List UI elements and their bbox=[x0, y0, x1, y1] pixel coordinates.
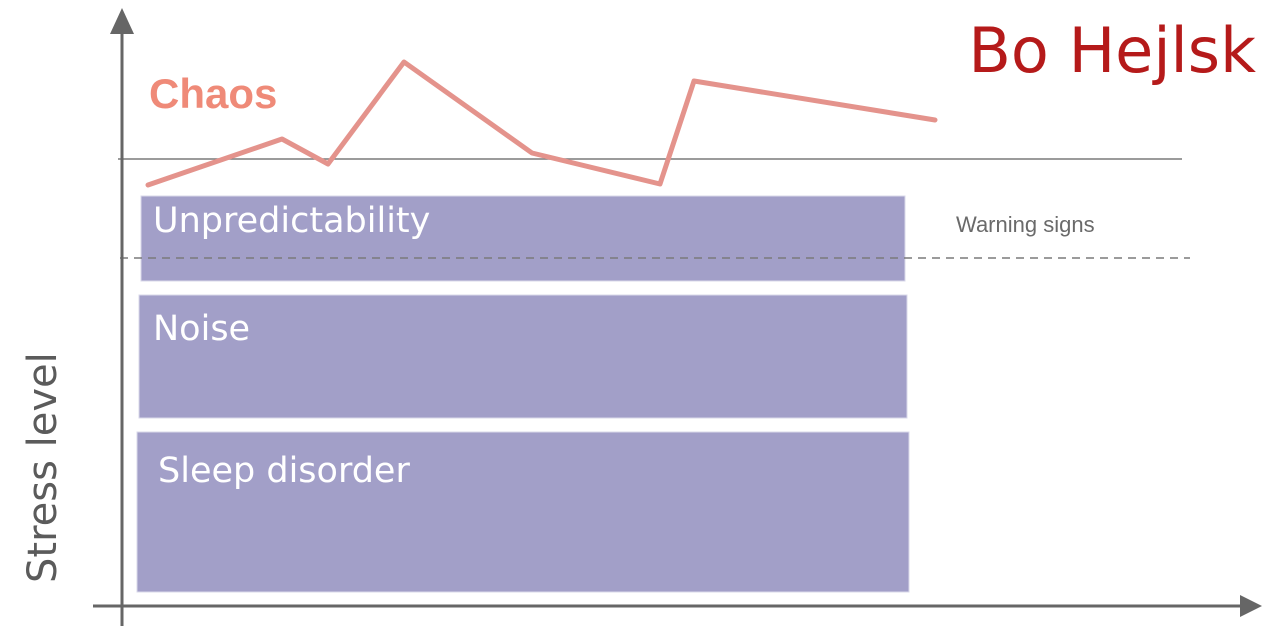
noise-box bbox=[138, 294, 908, 419]
unpredictability-label: Unpredictability bbox=[153, 201, 430, 241]
y-axis-arrow bbox=[110, 8, 134, 34]
chaos-label: Chaos bbox=[149, 70, 277, 117]
sleep-disorder-box bbox=[136, 431, 910, 593]
noise-label: Noise bbox=[153, 309, 250, 349]
y-axis-label: Stress level bbox=[20, 352, 66, 583]
sleep-disorder-label: Sleep disorder bbox=[158, 451, 410, 491]
unpredictability-box bbox=[140, 195, 906, 282]
author-name: Bo Hejlsk bbox=[968, 14, 1256, 87]
warning-signs-label: Warning signs bbox=[956, 212, 1095, 237]
chaos-line bbox=[145, 59, 938, 188]
x-axis-arrow bbox=[1240, 595, 1262, 617]
